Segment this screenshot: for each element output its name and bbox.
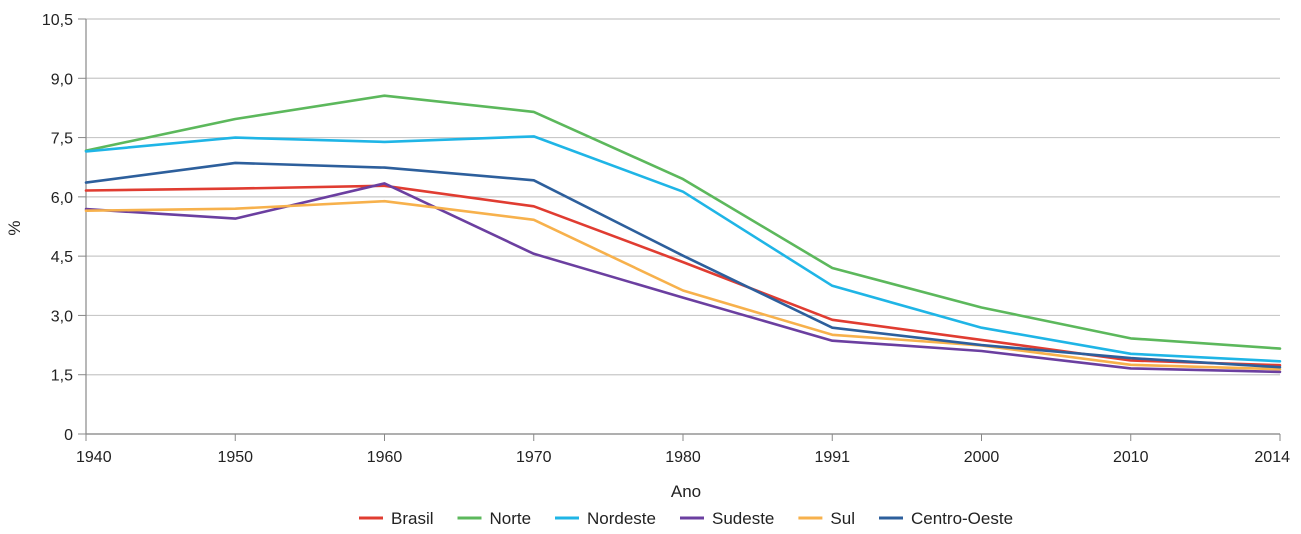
y-tick-label: 3,0 <box>51 308 73 325</box>
legend-item: Brasil <box>359 509 434 528</box>
grid-lines <box>85 18 1280 435</box>
y-tick-label: 9,0 <box>51 71 73 88</box>
legend-label: Brasil <box>391 509 434 528</box>
legend-item: Sudeste <box>680 509 774 528</box>
series-line-centro-oeste <box>84 161 1282 369</box>
y-tick-label: 10,5 <box>42 12 73 29</box>
x-tick-label: 1970 <box>516 449 552 466</box>
series-line-sudeste <box>84 182 1282 374</box>
legend-label: Centro-Oeste <box>911 509 1013 528</box>
x-axis-ticks: 1940 1950 1960 1970 1980 1991 2000 2010 2014 <box>76 434 1290 466</box>
x-tick-label: 1950 <box>217 449 253 466</box>
x-tick-label: 2014 <box>1254 449 1290 466</box>
x-tick-label: 1991 <box>814 449 850 466</box>
y-axis-title: % <box>5 220 24 235</box>
legend-label: Sudeste <box>712 509 774 528</box>
legend-label: Nordeste <box>587 509 656 528</box>
y-axis-ticks: 0 1,5 3,0 4,5 6,0 7,5 9,0 10,5 <box>42 12 86 444</box>
series-line-norte <box>84 94 1282 350</box>
x-axis-title: Ano <box>671 482 701 501</box>
y-tick-label: 0 <box>64 427 73 444</box>
x-tick-label: 1940 <box>76 449 112 466</box>
legend-label: Sul <box>830 509 855 528</box>
y-tick-label: 6,0 <box>51 190 73 207</box>
legend: Brasil Norte Nordeste Sudeste Sul Centro-Oest… <box>359 509 1013 528</box>
legend-item: Nordeste <box>555 509 656 528</box>
y-tick-label: 4,5 <box>51 249 73 266</box>
y-tick-label: 1,5 <box>51 368 73 385</box>
legend-item: Centro-Oeste <box>879 509 1013 528</box>
series-line-sul <box>84 199 1282 371</box>
legend-item: Sul <box>798 509 855 528</box>
x-tick-label: 1980 <box>665 449 701 466</box>
series-line-nordeste <box>84 135 1282 363</box>
x-tick-label: 2000 <box>964 449 1000 466</box>
legend-label: Norte <box>490 509 532 528</box>
series-lines <box>84 94 1282 374</box>
x-tick-label: 2010 <box>1113 449 1149 466</box>
y-tick-label: 7,5 <box>51 131 73 148</box>
legend-item: Norte <box>457 509 532 528</box>
x-tick-label: 1960 <box>367 449 403 466</box>
